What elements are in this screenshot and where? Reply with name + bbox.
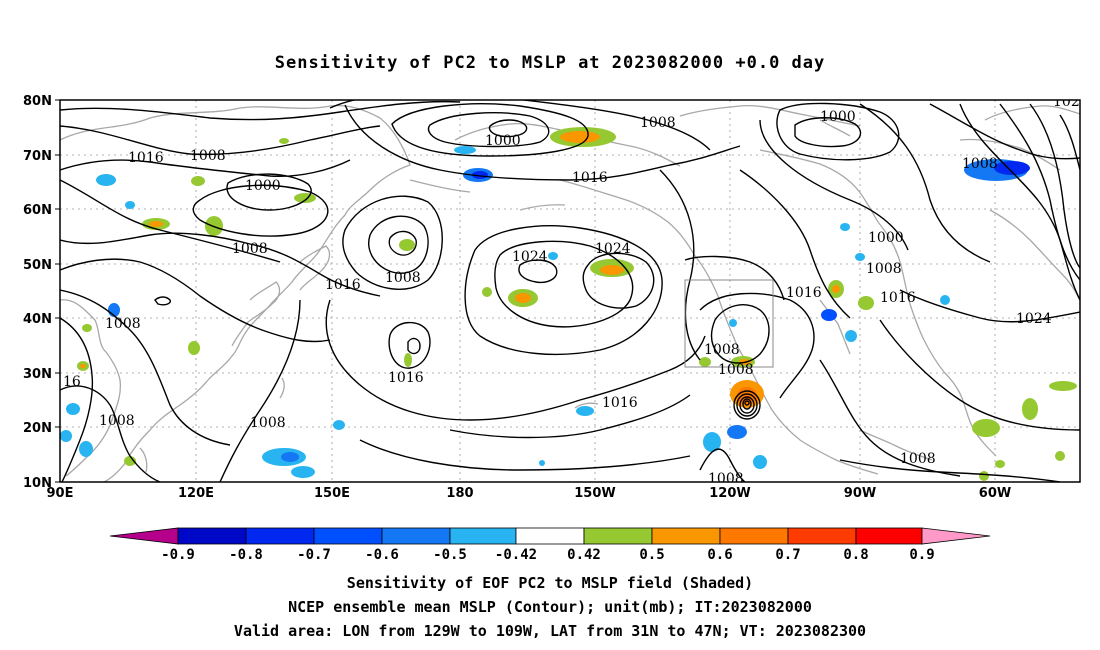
contour-label: 1008: [385, 270, 421, 286]
contour-label: 1008: [962, 156, 998, 172]
contour-label: 1000: [820, 109, 856, 125]
contour-label: 1008: [704, 342, 740, 358]
colorbar-label: -0.7: [297, 547, 331, 563]
lat-tick-label: 10N: [23, 476, 52, 491]
lon-tick-label: 60W: [979, 486, 1011, 501]
isobar-contours: [60, 100, 1080, 482]
colorbar-bin: [313, 527, 383, 545]
lon-tick-label: 90E: [47, 486, 74, 501]
map-gridlines: [60, 100, 1080, 482]
lat-tick-label: 20N: [23, 421, 52, 436]
contour-label: 102: [1053, 94, 1080, 110]
contour-label: 1024: [1016, 311, 1052, 327]
contour-label: 1008: [900, 451, 936, 467]
map-panel: 1016 1008 1000 1008 1008 1008 1016 1016 …: [23, 94, 1081, 501]
lat-tick-label: 30N: [23, 367, 52, 382]
lat-axis: 80N 70N 60N 50N 40N 30N 20N 10N: [23, 94, 60, 491]
contour-label: 1008: [718, 362, 754, 378]
lon-tick-label: 120W: [709, 486, 750, 501]
lon-tick-label: 180: [446, 486, 473, 501]
contour-label: 1008: [708, 471, 744, 487]
colorbar-bin: [177, 527, 247, 545]
map-background: [60, 100, 1080, 482]
map-frame: [59, 99, 1081, 483]
lat-tick-label: 60N: [23, 203, 52, 218]
colorbar-bin: [515, 527, 585, 545]
lon-tick-label: 120E: [178, 486, 214, 501]
coastlines: [60, 104, 1080, 482]
contour-label: 1008: [866, 261, 902, 277]
contour-label: 1016: [388, 370, 424, 386]
contour-label: 1016: [786, 285, 822, 301]
colorbar-bin: [381, 527, 451, 545]
contour-label: 1000: [868, 230, 904, 246]
colorbar-bin: [583, 527, 653, 545]
valid-area-box: [684, 279, 774, 368]
contour-label: 1024: [595, 241, 631, 257]
lat-tick-label: 80N: [23, 94, 52, 109]
colorbar-label: 0.6: [707, 547, 732, 563]
lon-axis: 90E 120E 150E 180 150W 120W 90W 60W: [47, 486, 1012, 501]
colorbar-label: -0.8: [229, 547, 263, 563]
contour-label: 1008: [105, 316, 141, 332]
colorbar-bin: [855, 527, 923, 545]
contour-labels: 1016 1008 1000 1008 1008 1008 1016 1016 …: [63, 94, 1080, 487]
contour-label: 1016: [572, 170, 608, 186]
contour-label: 1008: [232, 241, 268, 257]
colorbar-label: 0.9: [909, 547, 934, 563]
sensitivity-shading: [60, 127, 1077, 481]
lon-tick-label: 150E: [314, 486, 350, 501]
contour-label: 1016: [325, 277, 361, 293]
contour-label: 1008: [250, 415, 286, 431]
colorbar-low-end: [109, 527, 179, 545]
contour-label: 1016: [880, 290, 916, 306]
contour-label: 1000: [485, 133, 521, 149]
contour-label: 1016: [128, 150, 164, 166]
colorbar-high-end: [921, 527, 991, 545]
colorbar-label: 0.8: [843, 547, 868, 563]
lat-tick-label: 70N: [23, 149, 52, 164]
lon-tick-label: 150W: [574, 486, 615, 501]
colorbar-bin: [787, 527, 857, 545]
contour-label: 1016: [602, 395, 638, 411]
contour-label: 1000: [245, 178, 281, 194]
lon-tick-label: 90W: [844, 486, 876, 501]
colorbar-label: 0.5: [639, 547, 664, 563]
colorbar-label: -0.9: [161, 547, 195, 563]
contour-label: 16: [63, 374, 81, 390]
caption-line-1: Sensitivity of EOF PC2 to MSLP field (Sh…: [347, 574, 753, 592]
contour-label: 1008: [99, 413, 135, 429]
colorbar-label: -0.6: [365, 547, 399, 563]
colorbar-label: -0.42: [495, 547, 537, 563]
contour-label: 1008: [640, 115, 676, 131]
lat-tick-label: 40N: [23, 312, 52, 327]
contour-label: 1024: [512, 249, 548, 265]
figure-title: Sensitivity of PC2 to MSLP at 2023082000…: [275, 53, 826, 73]
caption-line-2: NCEP ensemble mean MSLP (Contour); unit(…: [288, 598, 812, 616]
contour-label: 1008: [190, 148, 226, 164]
colorbar: -0.9 -0.8 -0.7 -0.6 -0.5 -0.42 0.42 0.5 …: [109, 527, 991, 563]
caption: Sensitivity of EOF PC2 to MSLP field (Sh…: [234, 574, 866, 640]
colorbar-label: -0.5: [433, 547, 467, 563]
colorbar-bin: [245, 527, 315, 545]
lat-tick-label: 50N: [23, 258, 52, 273]
colorbar-bin: [651, 527, 721, 545]
caption-line-3: Valid area: LON from 129W to 109W, LAT f…: [234, 622, 866, 640]
colorbar-bin: [449, 527, 517, 545]
colorbar-label: 0.7: [775, 547, 800, 563]
colorbar-bin: [719, 527, 789, 545]
colorbar-label: 0.42: [567, 547, 601, 563]
